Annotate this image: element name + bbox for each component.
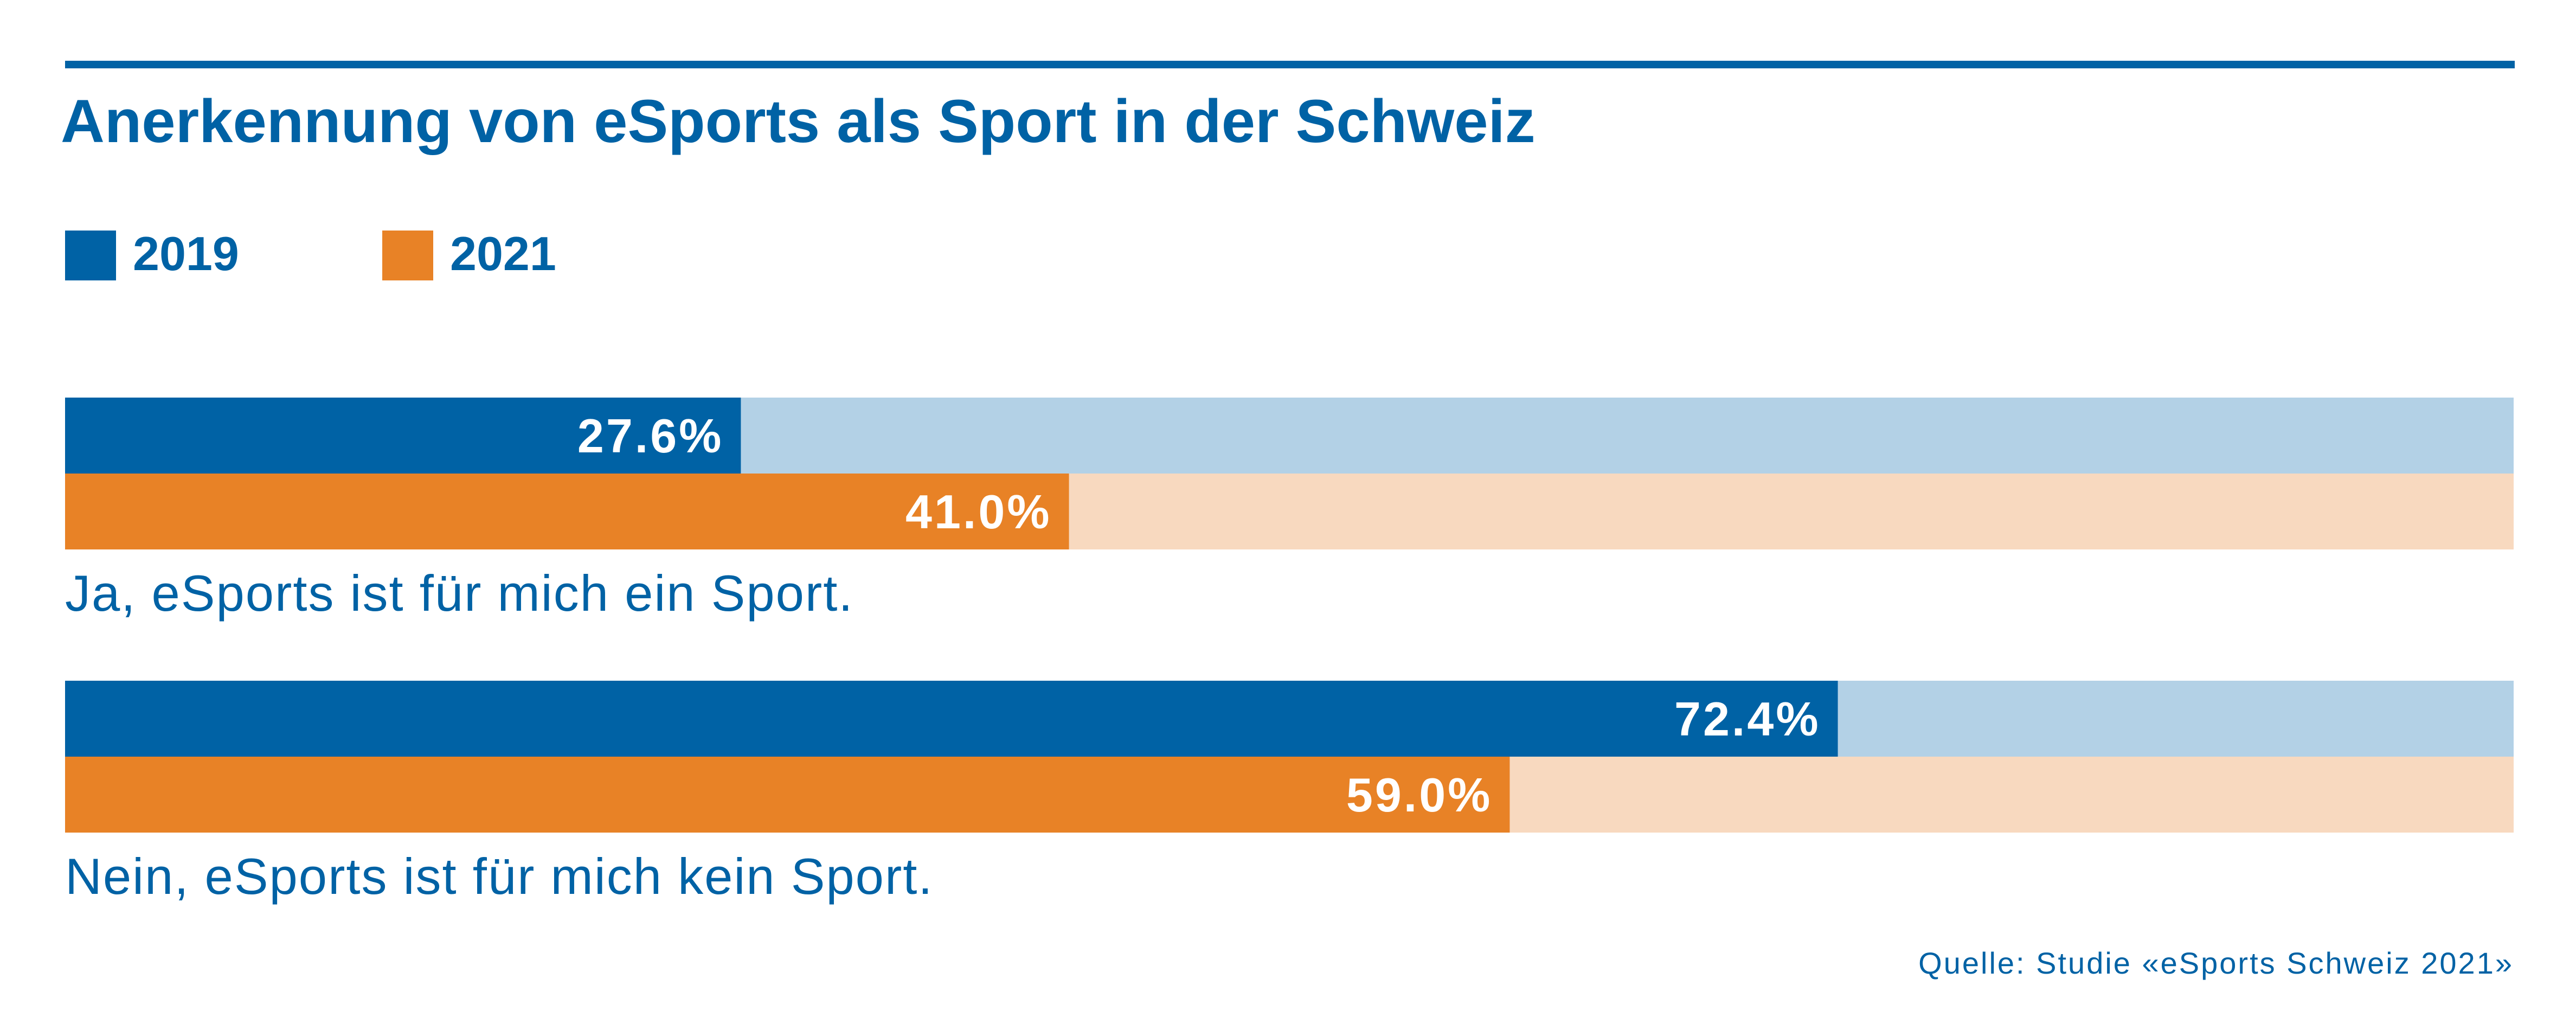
legend-swatch-2021 — [382, 231, 433, 280]
bar-value-label-2019-1: 72.4% — [1674, 692, 1821, 746]
bar-value-label-2021-1: 59.0% — [1346, 768, 1493, 822]
legend-label-2021: 2021 — [450, 227, 556, 280]
bar-2019-1 — [65, 681, 1838, 757]
bar-2019-0 — [65, 398, 741, 474]
category-label-1: Nein, eSports ist für mich kein Sport. — [65, 848, 933, 905]
bar-value-label-2021-0: 41.0% — [905, 485, 1052, 539]
bar-value-label-2019-0: 27.6% — [577, 409, 724, 463]
bar-2021-0 — [65, 474, 1069, 549]
legend-swatch-2019 — [65, 231, 116, 280]
bars: 27.6% 41.0% Ja, eSports ist für mich ein S… — [65, 398, 2514, 905]
category-label-0: Ja, eSports ist für mich ein Sport. — [65, 565, 853, 622]
bar-remainder-2021-0 — [1069, 474, 2514, 549]
bar-remainder-2019-1 — [1838, 681, 2514, 757]
chart-source: Quelle: Studie «eSports Schweiz 2021» — [1918, 946, 2514, 980]
top-rule — [65, 61, 2515, 68]
legend-label-2019: 2019 — [133, 227, 239, 280]
bar-remainder-2021-1 — [1509, 757, 2514, 833]
legend: 2019 2021 — [65, 227, 556, 280]
bar-2021-1 — [65, 757, 1510, 833]
chart-title: Anerkennung von eSports als Sport in der… — [61, 87, 1536, 155]
bar-remainder-2019-0 — [741, 398, 2514, 474]
